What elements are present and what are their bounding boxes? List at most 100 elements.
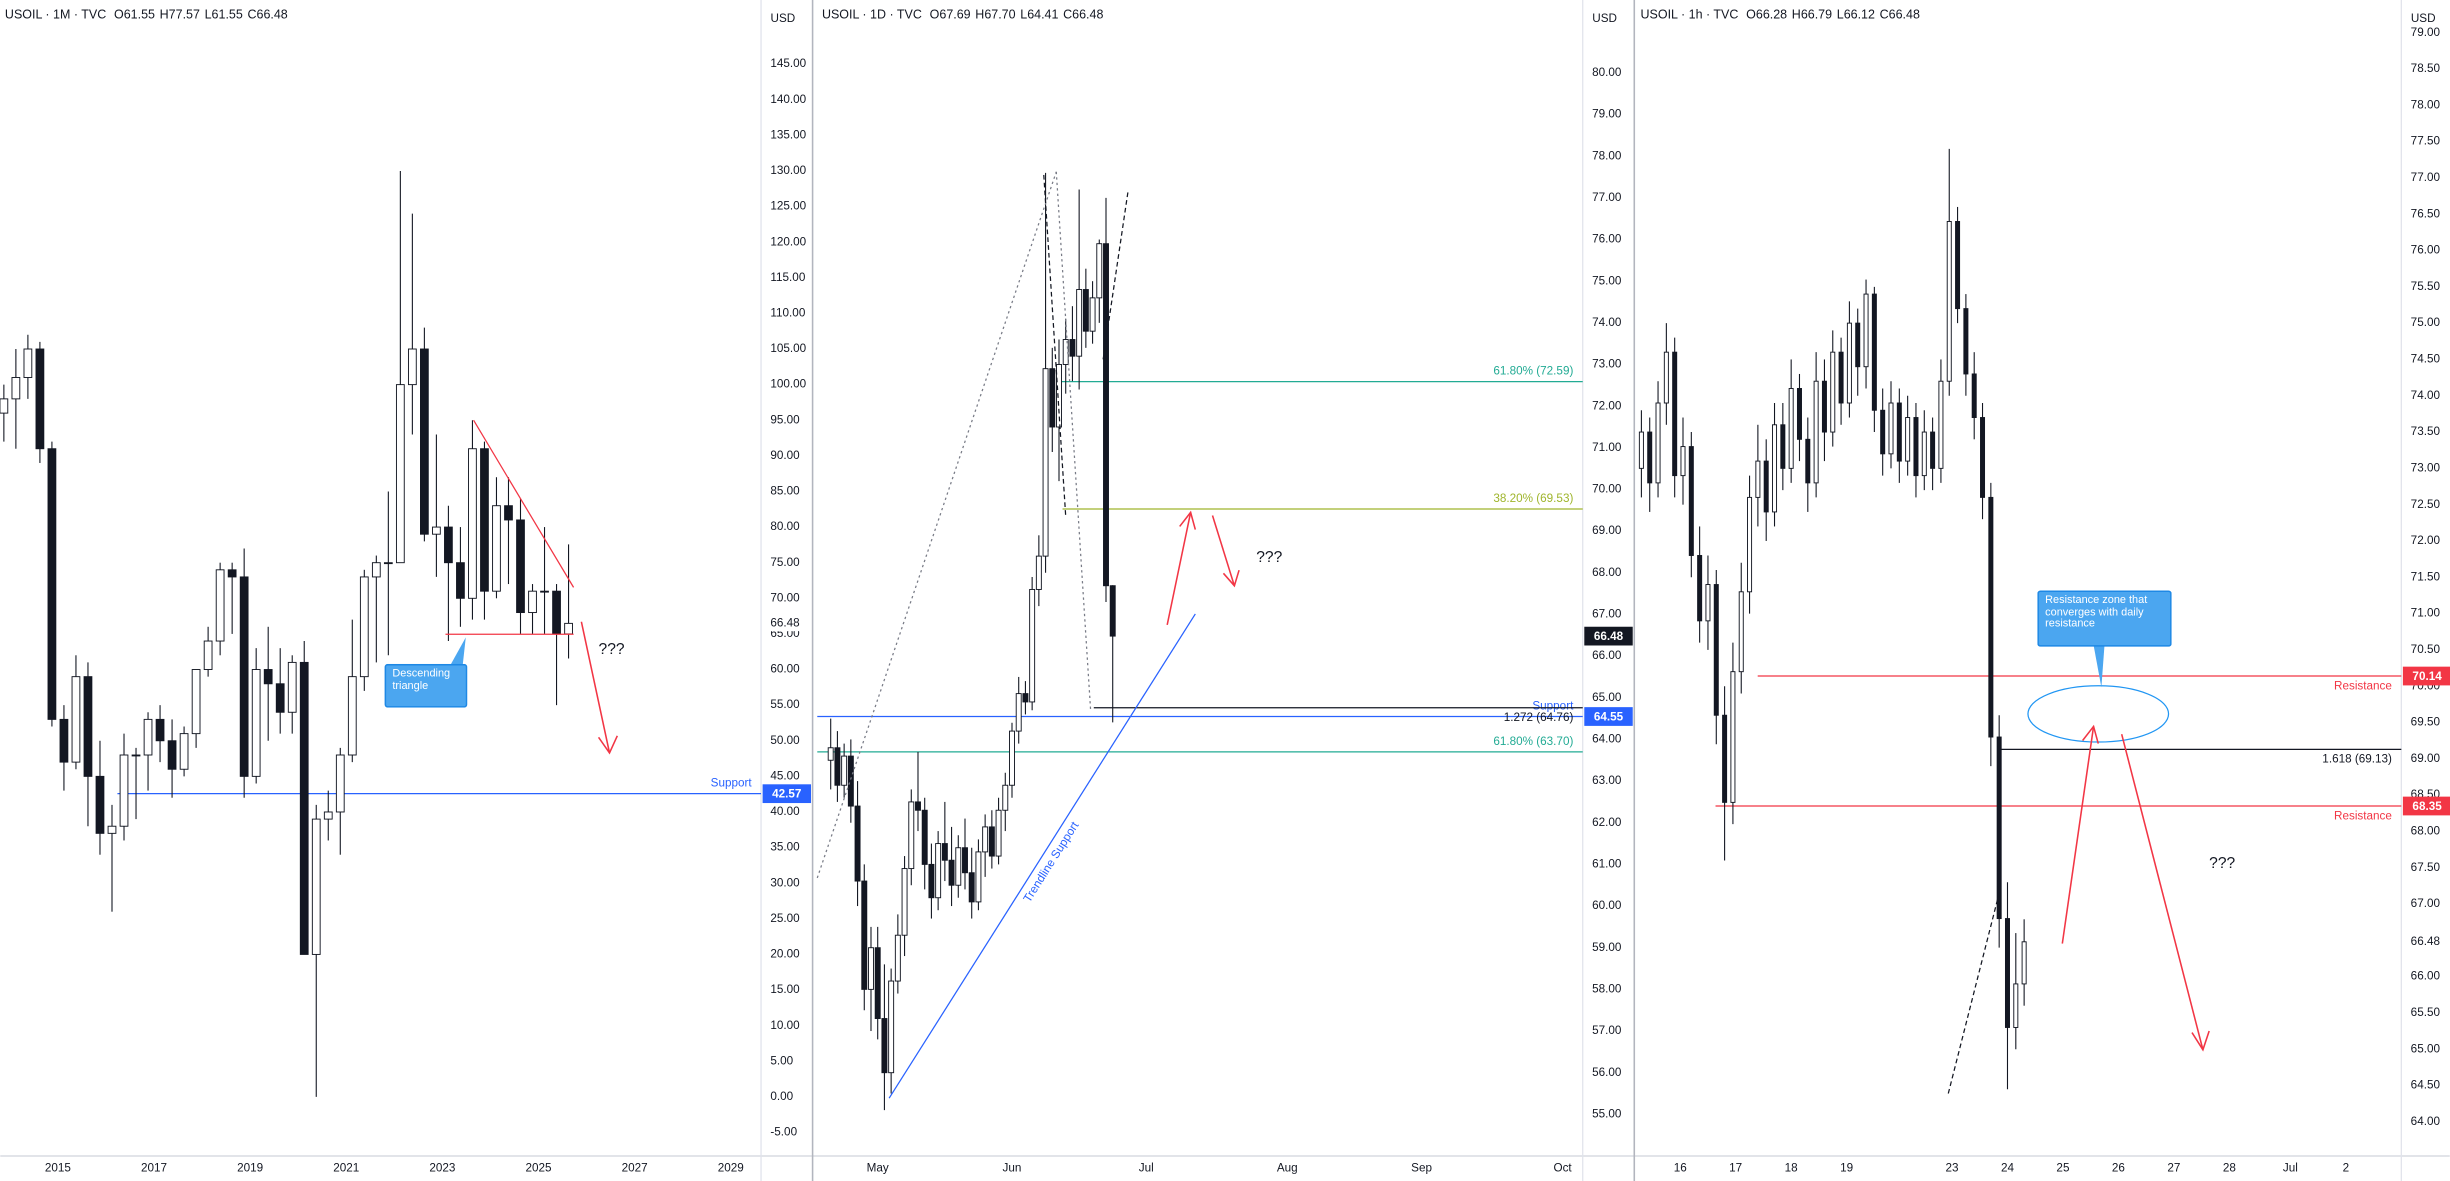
y-tick-label: 140.00 bbox=[770, 93, 806, 106]
y-tick-label: 100.00 bbox=[770, 378, 806, 391]
fib-dotted-line bbox=[1055, 171, 1092, 711]
y-tick-label: 64.00 bbox=[1592, 733, 1622, 746]
candle-body bbox=[1705, 584, 1711, 622]
candle-body bbox=[1996, 736, 2002, 920]
y-tick-label: 76.50 bbox=[2411, 207, 2441, 220]
y-tick-label: 67.00 bbox=[2411, 897, 2441, 910]
candle-body bbox=[1838, 351, 1844, 404]
candle-body bbox=[1002, 784, 1009, 811]
candle-body bbox=[1713, 584, 1719, 716]
candle-body bbox=[59, 718, 69, 763]
y-tick-label: 70.00 bbox=[1592, 483, 1622, 496]
candle-body bbox=[371, 562, 381, 578]
y-tick-label: 50.00 bbox=[770, 734, 800, 747]
ohlc-value: L66.12 bbox=[1837, 8, 1875, 22]
y-tick-label: 76.00 bbox=[2411, 244, 2441, 257]
candle-body bbox=[528, 590, 537, 614]
candle-body bbox=[1888, 402, 1894, 455]
y-tick-label: 64.50 bbox=[2411, 1079, 2441, 1092]
candle-body bbox=[1755, 460, 1761, 498]
candle-body bbox=[1747, 496, 1753, 593]
candle-body bbox=[1896, 402, 1902, 462]
candle-body bbox=[311, 818, 321, 955]
y-tick-label: -5.00 bbox=[770, 1126, 797, 1139]
candle-body bbox=[1056, 364, 1062, 428]
y-tick-label: 56.00 bbox=[1592, 1066, 1622, 1079]
candle-body bbox=[1680, 446, 1686, 477]
currency: USD bbox=[1592, 12, 1617, 25]
candle-body bbox=[2021, 941, 2027, 985]
candle-body bbox=[962, 847, 968, 874]
y-tick-label: 74.00 bbox=[2411, 389, 2441, 402]
y-tick-label: 70.50 bbox=[2411, 643, 2441, 656]
price-badge bbox=[2402, 796, 2450, 816]
x-tick-label: 2 bbox=[2343, 1162, 2350, 1175]
candle-body bbox=[239, 576, 249, 777]
level-label: Resistance bbox=[2334, 679, 2392, 692]
candle-body bbox=[1796, 388, 1802, 440]
y-tick-label: 69.00 bbox=[2411, 752, 2441, 765]
y-tick-label: 69.00 bbox=[1592, 524, 1622, 537]
candle-body bbox=[1730, 671, 1736, 803]
candle-body bbox=[395, 384, 405, 564]
candle-body bbox=[420, 348, 429, 535]
candle-body bbox=[968, 872, 975, 903]
candle-body bbox=[1647, 431, 1653, 484]
annotation: ??? bbox=[2209, 855, 2235, 872]
y-tick-label: 79.00 bbox=[1592, 108, 1622, 121]
candle-body bbox=[131, 754, 141, 757]
candle-body bbox=[1880, 409, 1886, 455]
candle-body bbox=[0, 398, 9, 414]
chart-header: USOIL · 1h · TVC O66.28 H66.79 L66.12 C66.48 bbox=[1641, 8, 1920, 22]
candle-body bbox=[1688, 446, 1694, 556]
trendline bbox=[888, 613, 1196, 1099]
y-tick-label: 20.00 bbox=[770, 948, 800, 961]
candle-body bbox=[888, 980, 895, 1074]
candle-body bbox=[1980, 417, 1986, 498]
candle-body bbox=[1946, 221, 1952, 382]
y-tick-label: 73.50 bbox=[2411, 425, 2441, 438]
candle-body bbox=[552, 590, 561, 635]
price-badge-label: 64.55 bbox=[1594, 710, 1624, 723]
candle-body bbox=[468, 448, 477, 599]
y-tick-label: 75.00 bbox=[2411, 316, 2441, 329]
level-label: 1.272 (64.76) bbox=[1504, 711, 1574, 724]
candle-body bbox=[1780, 424, 1786, 469]
candle-body bbox=[1955, 221, 1961, 310]
candle-body bbox=[1921, 431, 1927, 477]
x-tick-label: 2029 bbox=[718, 1162, 744, 1175]
y-tick-label: 67.00 bbox=[1592, 608, 1622, 621]
candle-body bbox=[841, 755, 848, 786]
candle-body bbox=[874, 947, 881, 1020]
x-tick-label: 24 bbox=[2001, 1162, 2015, 1175]
candle-body bbox=[119, 754, 129, 827]
candle-body bbox=[564, 622, 573, 635]
candle-body bbox=[347, 676, 357, 756]
y-tick-label: 130.00 bbox=[770, 164, 806, 177]
y-tick-label: 68.00 bbox=[1592, 566, 1622, 579]
annotation: ??? bbox=[1256, 549, 1282, 566]
candle-body bbox=[1638, 431, 1644, 469]
level-label: 1.618 (69.13) bbox=[2322, 753, 2392, 766]
x-tick-label: 17 bbox=[1729, 1162, 1742, 1175]
candle-body bbox=[1930, 431, 1936, 469]
candle-body bbox=[901, 868, 908, 936]
candle-body bbox=[1963, 308, 1969, 375]
dashed-line bbox=[1043, 174, 1067, 516]
dashed-line bbox=[1102, 190, 1129, 360]
candle-body bbox=[982, 826, 989, 853]
arrow-head bbox=[1179, 510, 1197, 530]
x-tick-label: 2015 bbox=[45, 1162, 72, 1175]
last-price-bg bbox=[2402, 933, 2450, 950]
symbol: USOIL · 1M · TVC bbox=[5, 8, 106, 22]
candle-body bbox=[1655, 402, 1661, 484]
candle-body bbox=[540, 590, 549, 593]
ohlc-value: O61.55 bbox=[114, 8, 155, 22]
x-tick-label: 2021 bbox=[333, 1162, 359, 1175]
candle-body bbox=[941, 843, 948, 861]
candle-body bbox=[1863, 293, 1869, 368]
y-tick-label: 73.00 bbox=[2411, 461, 2441, 474]
y-tick-label: 79.00 bbox=[2411, 26, 2441, 39]
candle-body bbox=[1663, 351, 1669, 404]
